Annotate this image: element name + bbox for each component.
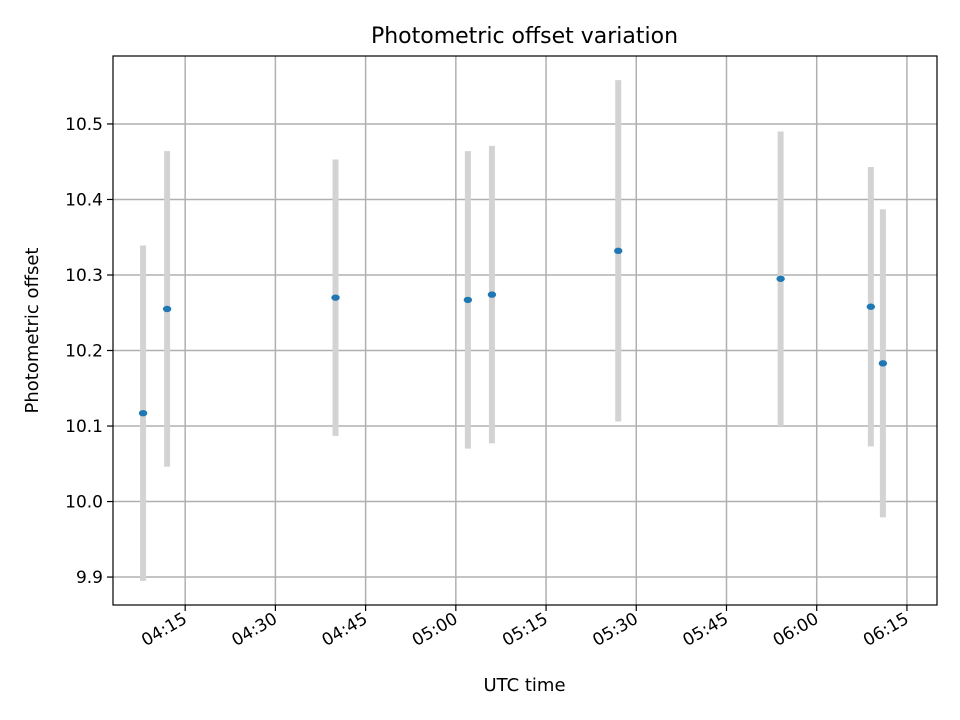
y-tick-label: 10.0 [65,493,103,513]
y-axis-ticks: 9.9 10.0 10.1 10.2 10.3 10.4 10.5 [65,115,113,588]
data-point [866,303,876,310]
data-point [138,409,148,417]
y-tick-label: 10.3 [65,266,103,286]
data-point [878,360,888,367]
axes-frame [112,55,938,606]
y-tick-label: 9.9 [76,568,103,588]
data-point [463,296,473,304]
y-tick-label: 10.2 [65,342,103,362]
data-point [487,291,497,298]
data-point [162,305,172,313]
y-axis-label: Photometric offset [22,248,43,414]
y-tick-label: 10.1 [65,417,103,437]
grid-layer [113,56,937,605]
x-axis-label: UTC time [483,675,565,696]
data-point [776,275,785,282]
marker-layer [138,247,888,417]
data-point [614,247,623,255]
chart-title: Photometric offset variation [371,24,678,49]
y-tick-label: 10.5 [65,115,103,135]
y-tick-label: 10.4 [65,190,103,210]
data-point [331,294,340,301]
